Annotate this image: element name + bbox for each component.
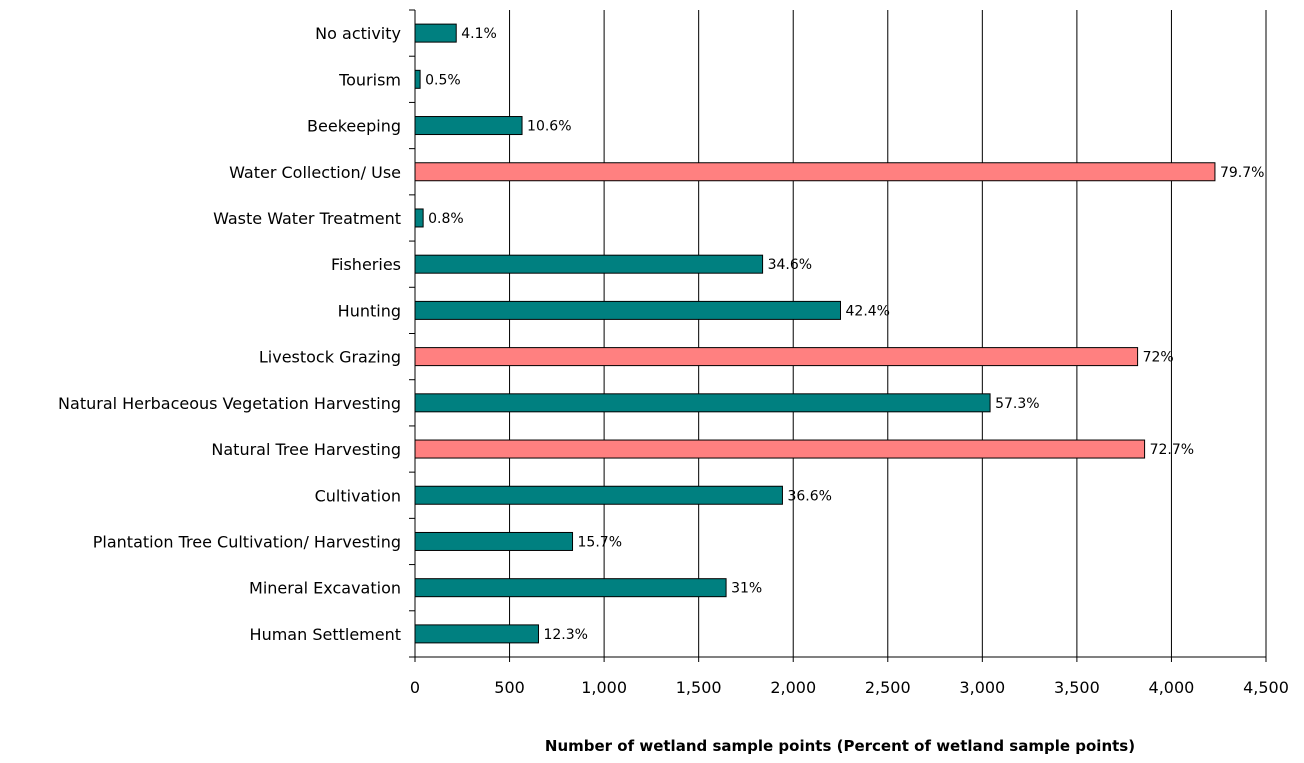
category-label: Tourism xyxy=(338,70,401,89)
grid-lines xyxy=(509,10,1267,657)
bar xyxy=(414,347,1139,367)
bar xyxy=(414,116,523,136)
x-tick-label: 2,000 xyxy=(770,678,816,697)
bar xyxy=(414,69,421,89)
data-label: 10.6% xyxy=(527,119,571,135)
bar xyxy=(414,23,457,43)
category-label: Human Settlement xyxy=(250,625,401,644)
bar xyxy=(414,300,841,320)
category-label: Plantation Tree Cultivation/ Harvesting xyxy=(93,532,401,551)
bar xyxy=(414,578,727,598)
data-label: 36.6% xyxy=(787,488,831,504)
x-tick-label: 4,000 xyxy=(1149,678,1195,697)
data-label: 42.4% xyxy=(846,303,890,319)
data-label: 0.5% xyxy=(425,72,461,88)
category-label: Water Collection/ Use xyxy=(229,163,401,182)
category-label: Waste Water Treatment xyxy=(213,209,401,228)
data-label: 79.7% xyxy=(1220,165,1264,181)
category-label: Natural Herbaceous Vegetation Harvesting xyxy=(58,394,401,413)
category-label: Natural Tree Harvesting xyxy=(211,440,401,459)
x-tick-label: 3,500 xyxy=(1054,678,1100,697)
x-axis-title: Number of wetland sample points (Percent… xyxy=(545,737,1135,755)
category-label: Mineral Excavation xyxy=(249,579,401,598)
data-label: 15.7% xyxy=(578,534,622,550)
bar xyxy=(414,162,1216,182)
data-label: 72.7% xyxy=(1150,442,1194,458)
bar xyxy=(414,531,574,551)
category-label: Fisheries xyxy=(331,255,401,274)
bars xyxy=(414,23,1216,644)
x-tick-label: 1,500 xyxy=(676,678,722,697)
data-label: 12.3% xyxy=(543,627,587,643)
x-tick-label: 2,500 xyxy=(865,678,911,697)
x-tick-label: 500 xyxy=(494,678,525,697)
category-label: Hunting xyxy=(338,301,401,320)
data-label: 31% xyxy=(731,581,762,597)
category-label: Livestock Grazing xyxy=(259,348,401,367)
axes xyxy=(409,9,1267,662)
data-label: 0.8% xyxy=(428,211,464,227)
x-tick-label: 3,000 xyxy=(959,678,1005,697)
x-tick-label: 0 xyxy=(410,678,420,697)
data-label: 72% xyxy=(1143,350,1174,366)
bar xyxy=(414,254,764,274)
bar xyxy=(414,439,1146,459)
data-label: 57.3% xyxy=(995,396,1039,412)
bar xyxy=(414,393,991,413)
category-label: No activity xyxy=(315,24,401,43)
bar xyxy=(414,624,539,644)
category-label: Cultivation xyxy=(315,486,401,505)
data-label: 34.6% xyxy=(768,257,812,273)
x-tick-label: 1,000 xyxy=(581,678,627,697)
data-label: 4.1% xyxy=(461,26,497,42)
category-label: Beekeeping xyxy=(307,117,401,136)
bar xyxy=(414,208,424,228)
bar xyxy=(414,485,783,505)
x-tick-label: 4,500 xyxy=(1243,678,1289,697)
labels: 0 500 1,000 1,500 2,000 2,500 3,000 3,500 4,000 4… xyxy=(58,24,1289,697)
